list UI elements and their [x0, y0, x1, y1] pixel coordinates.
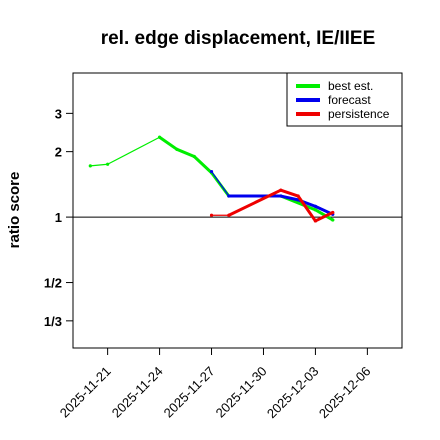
series-point	[296, 194, 300, 198]
y-tick-label: 1	[55, 210, 62, 225]
series-point	[313, 219, 318, 223]
series-point	[331, 218, 335, 222]
series-point	[313, 204, 318, 208]
y-tick-label: 1/3	[44, 314, 62, 329]
legend-box	[286, 72, 403, 127]
series-point	[192, 154, 196, 159]
series-point	[209, 213, 214, 217]
series-segment	[279, 194, 300, 202]
series-point	[175, 147, 179, 151]
x-tick-label: 2025-12-03	[264, 364, 322, 422]
y-tick-label: 1/2	[44, 276, 62, 291]
legend-label: persistence	[328, 107, 390, 121]
series-point	[106, 162, 110, 166]
series-segment	[227, 188, 283, 217]
legend-label: forecast	[328, 93, 371, 107]
series-segment	[158, 135, 179, 151]
series-point	[209, 169, 214, 174]
series-segment	[313, 208, 335, 222]
series-segment	[89, 163, 109, 167]
series-segment	[175, 147, 196, 158]
series-segment	[313, 210, 335, 223]
x-axis: 2025-11-212025-11-242025-11-272025-11-30…	[57, 348, 374, 422]
series-point	[227, 213, 231, 217]
x-tick-label: 2025-11-27	[161, 364, 218, 421]
plot-frame	[72, 72, 403, 349]
x-tick-label: 2025-11-30	[213, 364, 270, 421]
chart-title: rel. edge displacement, IE/IIEE	[101, 28, 376, 49]
series-segment	[210, 170, 230, 197]
series-segment	[279, 188, 300, 198]
series-point	[313, 208, 318, 212]
legend-label: best est.	[328, 79, 373, 93]
y-tick-label: 2	[55, 145, 62, 160]
series-segment	[296, 194, 317, 223]
y-tick-label: 3	[55, 106, 62, 121]
series-point	[88, 164, 92, 168]
x-tick-label: 2025-11-24	[109, 364, 166, 421]
x-tick-label: 2025-12-06	[316, 364, 374, 422]
y-axis: 1/3 1/2 1 2 3	[44, 106, 73, 329]
series-point	[227, 194, 231, 198]
x-tick-label: 2025-11-21	[57, 364, 114, 421]
series-point	[279, 194, 283, 198]
y-axis-label: ratio score	[6, 172, 23, 249]
series-segment	[192, 154, 214, 175]
series-segment	[107, 136, 161, 165]
series-point	[279, 188, 283, 192]
series-point	[331, 210, 335, 215]
series-point	[157, 135, 162, 139]
series-group	[88, 135, 335, 223]
